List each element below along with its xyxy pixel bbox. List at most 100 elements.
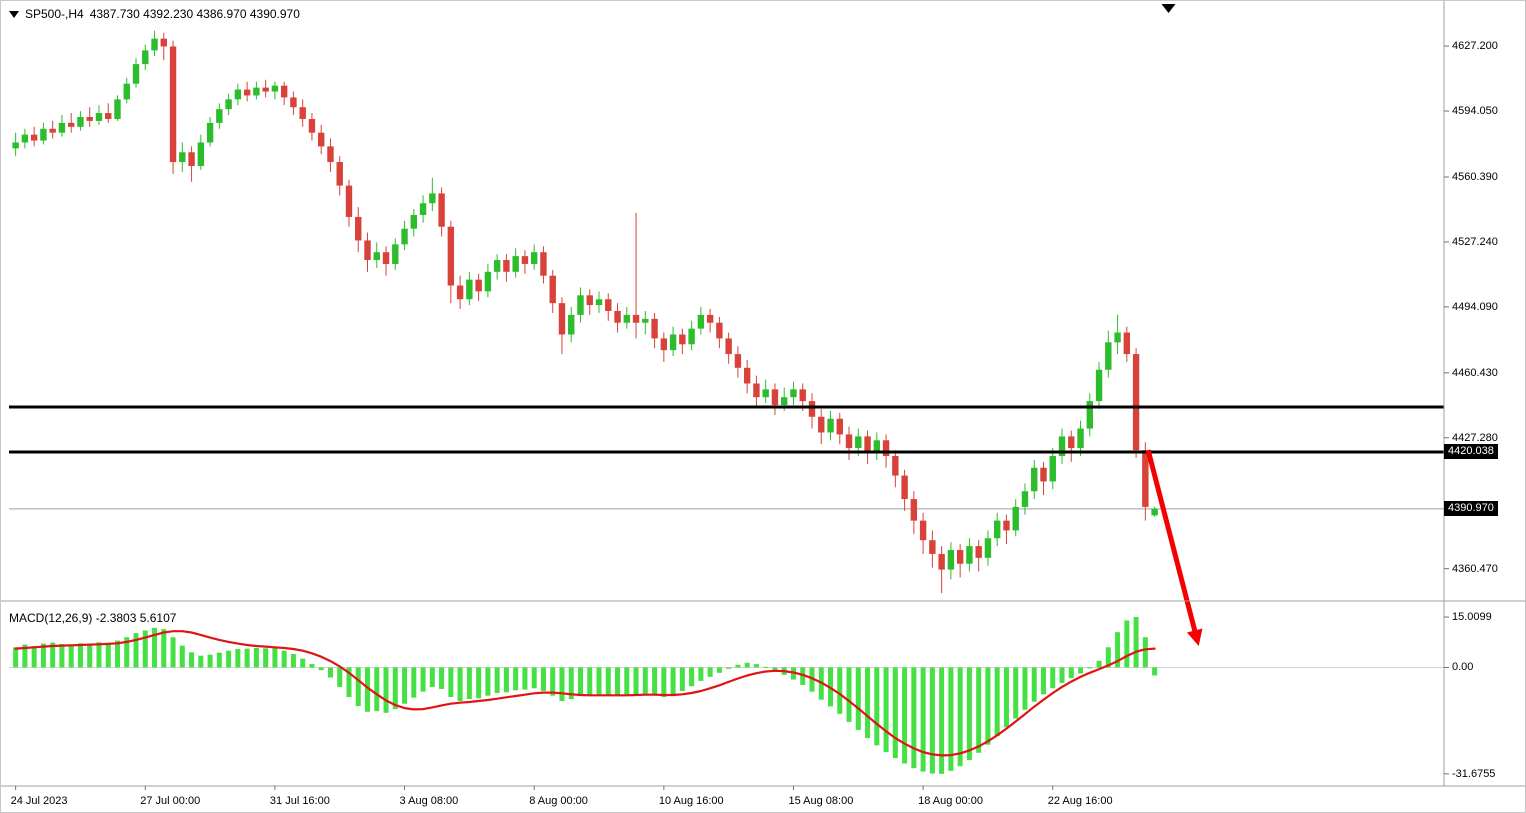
symbol-period-label: SP500-,H4: [25, 7, 84, 21]
macd-bar: [476, 667, 482, 699]
macd-bar: [1031, 667, 1037, 702]
candle-body: [1021, 491, 1029, 507]
candle-body: [919, 520, 927, 541]
macd-bar: [753, 664, 759, 668]
macd-bar: [142, 630, 148, 668]
candle-body: [966, 546, 973, 564]
candle-body: [1142, 450, 1149, 507]
macd-bar: [1105, 647, 1111, 668]
time-axis-label: 27 Jul 00:00: [140, 795, 201, 807]
candle-body: [77, 117, 84, 127]
time-axis-label: 10 Aug 16:00: [658, 795, 724, 807]
macd-bar: [735, 664, 741, 668]
macd-bar: [485, 667, 491, 696]
macd-bar: [633, 667, 639, 695]
macd-bar: [1013, 667, 1019, 719]
macd-bar: [114, 640, 120, 668]
macd-bar: [300, 658, 306, 668]
macd-bar: [189, 652, 195, 668]
macd-bar: [235, 648, 241, 668]
candle-body: [799, 389, 806, 402]
candle-body: [105, 113, 112, 119]
macd-bar: [392, 667, 398, 710]
macd-bar: [402, 667, 408, 704]
candle-body: [95, 113, 103, 121]
candle-body: [262, 87, 269, 92]
candle-body: [1068, 436, 1075, 449]
macd-bar: [170, 637, 176, 668]
candle-body: [530, 252, 538, 264]
macd-bar: [383, 667, 389, 713]
price-axis-label: 4494.090: [1452, 300, 1498, 313]
time-axis-label: 31 Jul 16:00: [269, 795, 330, 807]
macd-bar: [1040, 667, 1046, 695]
candle-body: [512, 256, 519, 272]
macd-bar: [763, 666, 769, 668]
candle-body: [642, 318, 649, 323]
candle-body: [855, 436, 862, 449]
candle-body: [1012, 506, 1019, 531]
macd-bar: [744, 662, 750, 668]
sell-arrow-annotation[interactable]: [1145, 449, 1203, 646]
candle-body: [280, 85, 288, 98]
candle-body: [790, 389, 797, 398]
candle-body: [142, 50, 149, 65]
candle-body: [308, 118, 316, 133]
candle-body: [669, 334, 677, 351]
macd-bar: [420, 667, 426, 692]
candle-body: [86, 117, 93, 121]
macd-bar: [513, 667, 519, 691]
macd-bar: [809, 667, 815, 692]
candle-body: [521, 256, 529, 264]
candle-body: [549, 275, 556, 304]
candle-body: [225, 99, 232, 110]
candle-body: [743, 367, 751, 384]
candle-body: [1132, 354, 1140, 451]
chart-shift-marker-icon[interactable]: [1161, 4, 1176, 13]
macd-axis-label: -31.6755: [1452, 767, 1496, 780]
macd-bar: [1124, 620, 1130, 668]
macd-bar: [318, 667, 324, 671]
candle-body: [179, 152, 186, 163]
macd-bar: [77, 643, 83, 668]
macd-bar: [439, 667, 445, 689]
macd-bar: [1133, 617, 1139, 668]
candle-body: [1123, 332, 1131, 355]
macd-bar: [624, 667, 630, 695]
collapse-arrow-icon[interactable]: [9, 10, 19, 18]
candle-body: [993, 520, 1001, 539]
macd-bar: [559, 667, 565, 702]
candle-body: [243, 89, 251, 96]
macd-bar: [698, 667, 704, 681]
macd-bar: [1068, 667, 1074, 679]
candle-body: [484, 271, 492, 292]
ohlc-values: 4387.730 4392.230 4386.970 4390.970: [89, 7, 300, 21]
candle-body: [1031, 467, 1038, 492]
candle-body: [725, 338, 732, 355]
candle-body: [132, 64, 140, 84]
candle-body: [58, 122, 66, 133]
macd-bar: [587, 667, 593, 696]
time-axis-label: 18 Aug 00:00: [918, 795, 983, 807]
macd-bar: [772, 667, 778, 671]
candle-body: [206, 122, 214, 143]
macd-bar: [457, 667, 463, 702]
candle-body: [956, 550, 964, 564]
candles-layer[interactable]: [12, 30, 1158, 594]
macd-bar: [670, 667, 676, 695]
candle-body: [160, 38, 167, 47]
macd-bar: [96, 642, 102, 668]
macd-bar: [550, 667, 556, 696]
candle-body: [605, 299, 612, 311]
candle-body: [577, 295, 584, 315]
macd-bar: [707, 667, 713, 677]
candle-body: [660, 338, 668, 351]
macd-bar: [327, 667, 333, 678]
candle-body: [40, 128, 47, 141]
macd-bar: [152, 627, 158, 668]
candle-body: [1114, 332, 1121, 343]
macd-bar: [522, 667, 528, 690]
candle-body: [688, 328, 695, 345]
candle-body: [947, 550, 955, 570]
